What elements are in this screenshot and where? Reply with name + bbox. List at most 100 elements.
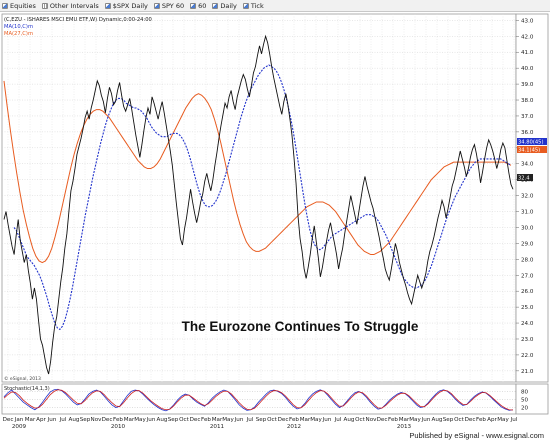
grid-icon	[41, 2, 48, 9]
chart-icon	[190, 2, 197, 9]
toolbar-label: Tick	[250, 1, 264, 10]
x-tick-label: Feb	[201, 417, 211, 423]
y-tick-label: 43.0	[521, 18, 534, 24]
footer-text: Published by eSignal - www.esignal.com	[409, 431, 544, 440]
y-tick-label: 37.0	[521, 114, 534, 120]
y-tick-label: 32.0	[521, 194, 534, 200]
x-tick-label: Aug	[69, 417, 80, 423]
chart-icon	[212, 2, 219, 9]
x-tick-label: Aug	[157, 417, 168, 423]
toolbar-label: SPY 60	[161, 1, 185, 10]
stochastic-tick-label: 50	[521, 398, 529, 404]
legend-ma27: MA(27,C)m	[4, 31, 33, 37]
chart-icon	[104, 2, 111, 9]
x-axis-year-labels: 2009 2010 2011 2012 2013	[12, 424, 412, 430]
price-tag-last-text: 32.4	[518, 176, 530, 182]
x-tick-label: Sep	[256, 417, 267, 423]
chart-icon	[242, 2, 249, 9]
y-tick-label: 41.0	[521, 50, 534, 56]
ma10-line	[13, 64, 512, 331]
chart-icon	[153, 2, 160, 9]
y-tick-label: 42.0	[521, 34, 534, 40]
copyright-text: © eSignal, 2013	[4, 375, 41, 382]
toolbar-item-spx-daily[interactable]: $SPX Daily	[104, 1, 148, 10]
toolbar-item-daily[interactable]: Daily	[212, 1, 237, 10]
x-tick-label: Apr	[487, 417, 497, 423]
x-tick-label: Jul	[510, 417, 518, 423]
x-tick-label: Jul	[59, 417, 67, 423]
toolbar-item-other-intervals[interactable]: Other Intervals	[41, 1, 99, 10]
price-panel	[1, 13, 517, 383]
x-tick-label: Dec	[190, 417, 201, 423]
x-year-label: 2010	[111, 424, 126, 430]
x-tick-label: Feb	[476, 417, 486, 423]
y-tick-label: 31.0	[521, 210, 534, 216]
x-tick-label: Feb	[289, 417, 299, 423]
stochastic-d-line	[3, 389, 514, 411]
x-year-label: 2012	[287, 424, 301, 430]
x-tick-label: Nov	[366, 417, 378, 423]
y-tick-label: 34.0	[521, 162, 534, 168]
toolbar-item-tick[interactable]: Tick	[242, 1, 264, 10]
stochastic-tick-label: 80	[521, 389, 529, 395]
x-tick-label: Aug	[432, 417, 443, 423]
x-tick-label: May	[409, 417, 421, 423]
y-tick-label: 38.0	[521, 98, 534, 104]
x-tick-label: Sep	[443, 417, 454, 423]
y-tick-label: 36.0	[521, 130, 534, 136]
x-tick-label: Jun	[421, 417, 431, 423]
x-tick-label: Mar	[25, 417, 36, 423]
toolbar-label: Daily	[220, 1, 237, 10]
x-tick-label: Mar	[399, 417, 410, 423]
x-tick-label: Jan	[14, 417, 24, 423]
stochastic-axis-ticks: 80 50 20	[521, 389, 529, 411]
price-tag-lower-text: 34.1(45)	[518, 148, 540, 154]
x-tick-label: Dec	[3, 417, 14, 423]
toolbar-item-60[interactable]: 60	[190, 2, 206, 10]
price-line	[3, 34, 514, 375]
x-tick-label: Sep	[80, 417, 91, 423]
y-axis-ticks: 21.0 22.0 23.0 24.0 25.0 26.0 27.0 28.0 29.0 30.0…	[516, 18, 534, 375]
x-tick-label: Dec	[465, 417, 476, 423]
x-year-label: 2009	[12, 424, 27, 430]
x-tick-label: Oct	[454, 417, 464, 423]
y-tick-label: 40.0	[521, 66, 534, 72]
toolbar-label: Other Intervals	[49, 1, 99, 10]
x-tick-label: May	[222, 417, 234, 423]
toolbar-label: 60	[198, 1, 207, 10]
y-tick-label: 26.0	[521, 289, 534, 295]
price-axis-panel	[515, 13, 549, 383]
toolbar-item-equities[interactable]: Equities	[2, 2, 36, 10]
y-tick-label: 22.0	[521, 353, 534, 359]
x-tick-label: Aug	[344, 417, 355, 423]
price-tag-lower: 34.1(45)	[517, 146, 547, 154]
x-year-label: 2011	[210, 424, 225, 430]
legend-ma10: MA(10,C)m	[4, 24, 33, 30]
y-tick-label: 30.0	[521, 225, 534, 231]
y-tick-label: 28.0	[521, 257, 534, 263]
x-tick-label: Mar	[124, 417, 135, 423]
x-tick-label: Sep	[168, 417, 179, 423]
toolbar: Equities Other Intervals $SPX Daily SPY …	[0, 0, 550, 12]
toolbar-item-spy-60[interactable]: SPY 60	[153, 1, 185, 10]
x-tick-label: Jun	[234, 417, 244, 423]
toolbar-label: $SPX Daily	[112, 1, 148, 10]
x-tick-label: Jun	[47, 417, 57, 423]
x-tick-label: Mar	[300, 417, 311, 423]
x-tick-label: Feb	[388, 417, 398, 423]
price-tag-upper-text: 34.80(45)	[518, 140, 544, 146]
y-tick-label: 24.0	[521, 321, 534, 327]
y-tick-label: 39.0	[521, 82, 534, 88]
x-tick-label: Dec	[377, 417, 388, 423]
x-tick-label: Jul	[246, 417, 254, 423]
price-tag-upper: 34.80(45)	[517, 138, 547, 146]
stochastic-label: Stochastic(14,1,3)	[4, 386, 50, 392]
chart-header: (C,EZU - ISHARES MSCI EMU ETF,W) Dynamic…	[4, 17, 152, 23]
x-tick-label: Jun	[322, 417, 332, 423]
x-axis-labels: Dec Jan Mar Apr Jun Jul Aug Sep Nov Dec Feb Mar May J…	[3, 417, 518, 423]
toolbar-label: Equities	[10, 1, 36, 10]
x-tick-label: Oct	[355, 417, 365, 423]
x-tick-label: Jun	[146, 417, 156, 423]
